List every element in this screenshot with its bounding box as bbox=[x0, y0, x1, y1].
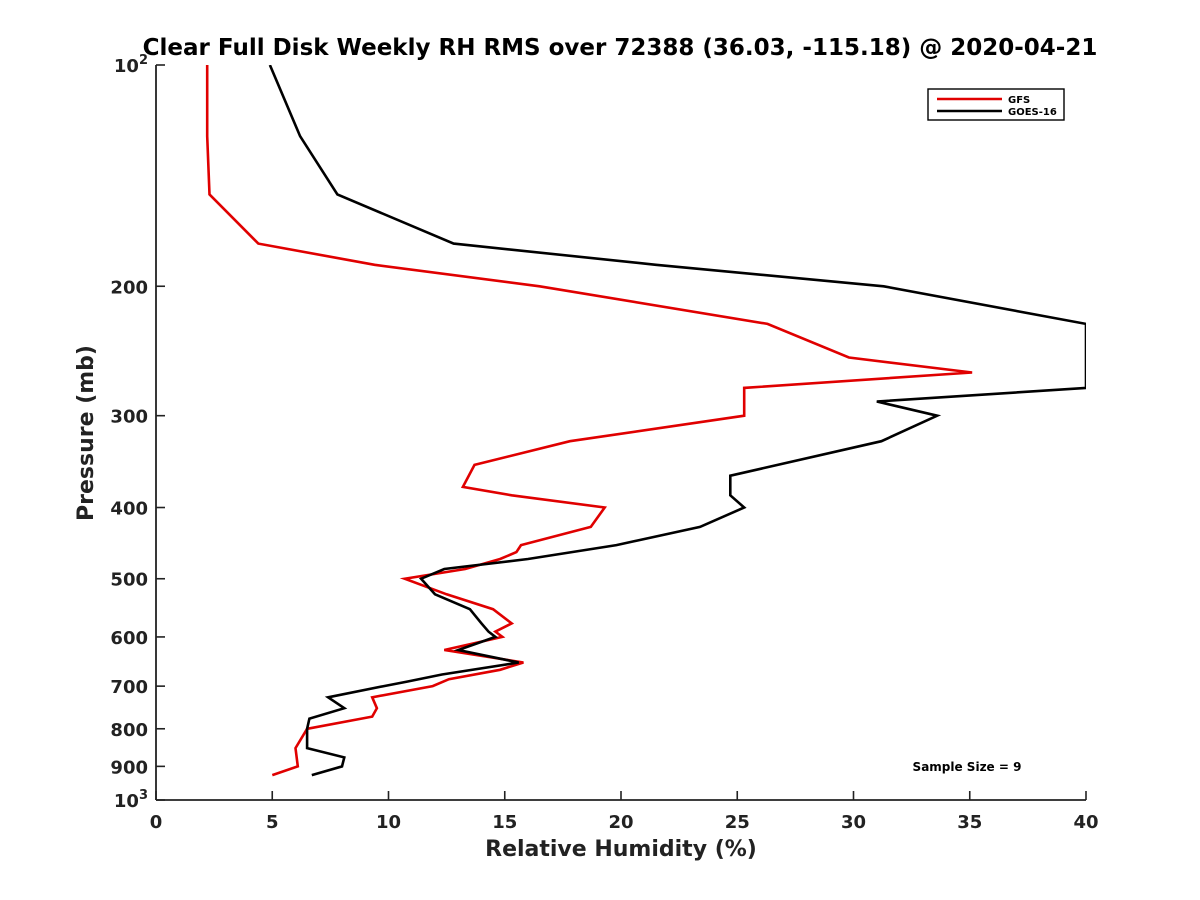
legend-label: GFS bbox=[1008, 95, 1030, 106]
y-tick-label: 900 bbox=[110, 757, 148, 778]
x-tick-label: 10 bbox=[376, 812, 401, 833]
y-tick-label: 700 bbox=[110, 677, 148, 698]
x-tick-label: 0 bbox=[150, 812, 163, 833]
series-line-gfs bbox=[205, 65, 973, 777]
sample-size-note: Sample Size = 9 bbox=[913, 760, 1022, 774]
plot-area: 0 5 10 15 20 25 30 35 40 102 200 300 400 500 600 700 80… bbox=[110, 53, 1098, 833]
x-tick-label: 20 bbox=[608, 812, 633, 833]
y-tick-label: 300 bbox=[110, 407, 148, 428]
series-line-goes-16 bbox=[268, 65, 1086, 777]
y-tick-label: 500 bbox=[110, 570, 148, 591]
x-tick-label: 5 bbox=[266, 812, 279, 833]
legend-label: GOES-16 bbox=[1008, 107, 1057, 118]
y-ticks: 102 200 300 400 500 600 700 800 900 103 bbox=[110, 53, 165, 812]
y-tick-label: 800 bbox=[110, 720, 148, 741]
legend-box bbox=[927, 88, 1065, 121]
y-tick-label: 600 bbox=[110, 628, 148, 649]
x-tick-label: 40 bbox=[1073, 812, 1098, 833]
y-tick-label: 103 bbox=[114, 788, 148, 812]
x-tick-label: 15 bbox=[492, 812, 517, 833]
x-tick-label: 30 bbox=[841, 812, 866, 833]
x-ticks: 0 5 10 15 20 25 30 35 40 bbox=[150, 791, 1099, 833]
x-axis-label: Relative Humidity (%) bbox=[485, 837, 757, 862]
series-lines bbox=[205, 65, 1086, 777]
y-tick-label: 200 bbox=[110, 277, 148, 298]
y-tick-label: 102 bbox=[114, 53, 148, 77]
x-tick-label: 35 bbox=[957, 812, 982, 833]
y-tick-label: 400 bbox=[110, 499, 148, 520]
chart-title: Clear Full Disk Weekly RH RMS over 72388… bbox=[143, 35, 1098, 61]
x-tick-label: 25 bbox=[725, 812, 750, 833]
y-axis-label: Pressure (mb) bbox=[74, 345, 99, 521]
